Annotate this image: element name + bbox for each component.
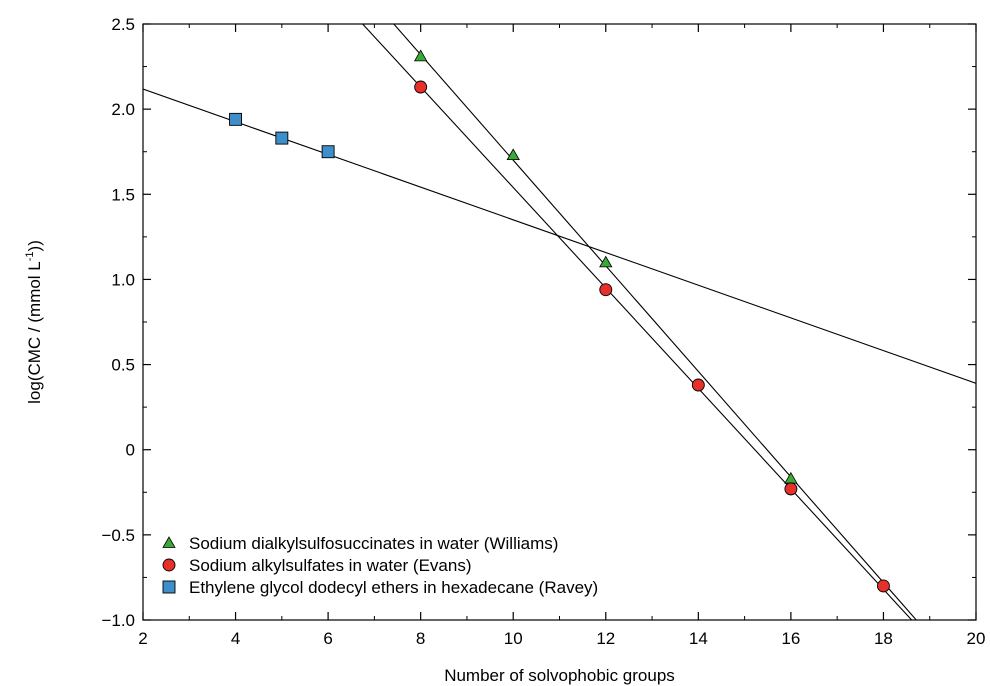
legend-marker-triangle	[162, 536, 176, 548]
x-tick-label: 2	[138, 629, 147, 648]
y-axis-label-tail: ))	[25, 240, 44, 251]
data-markers	[229, 49, 890, 593]
legend-label: Ethylene glycol dodecyl ethers in hexade…	[189, 578, 598, 597]
x-axis: 2 4 6 8 10 12 14 16 18 20	[138, 24, 985, 648]
y-tick-label: −1.0	[101, 611, 135, 630]
data-point-triangle	[784, 471, 798, 484]
x-tick-label: 20	[967, 629, 986, 648]
plot-frame	[142, 23, 977, 621]
x-tick-label: 6	[323, 629, 332, 648]
legend-label: Sodium dialkylsulfosuccinates in water (…	[189, 534, 558, 553]
x-tick-label: 14	[689, 629, 708, 648]
data-point-circle	[414, 80, 428, 94]
y-axis-label-main: log(CMC / (mmol L	[25, 261, 44, 404]
data-point-triangle	[506, 148, 520, 161]
fit-line	[393, 24, 918, 620]
y-tick-label: 0.5	[111, 356, 135, 375]
legend-marker-circle	[162, 558, 176, 572]
y-tick-label: 1.0	[111, 270, 135, 289]
x-tick-label: 12	[596, 629, 615, 648]
y-tick-label: 2.0	[111, 100, 135, 119]
data-point-circle	[691, 378, 705, 392]
data-point-triangle	[599, 255, 613, 268]
x-tick-label: 16	[781, 629, 800, 648]
x-axis-label: Number of solvophobic groups	[444, 666, 675, 685]
x-tick-label: 18	[874, 629, 893, 648]
data-point-circle	[784, 482, 798, 496]
data-point-square	[229, 112, 243, 126]
legend-marker-square	[162, 580, 176, 594]
x-tick-label: 8	[416, 629, 425, 648]
y-axis-label-superscript: -1	[24, 251, 36, 261]
fit-line	[361, 24, 913, 620]
data-point-circle	[599, 283, 613, 297]
legend-label: Sodium alkylsulfates in water (Evans)	[189, 556, 472, 575]
data-point-square	[275, 131, 289, 145]
data-point-circle	[876, 579, 890, 593]
data-point-square	[321, 145, 335, 159]
x-tick-label: 4	[231, 629, 240, 648]
y-tick-label: 1.5	[111, 185, 135, 204]
y-axis: 2.5 2.0 1.5 1.0 0.5 0 −0.5 −1.0	[101, 15, 976, 630]
x-tick-label: 10	[504, 629, 523, 648]
y-tick-label: −0.5	[101, 526, 135, 545]
data-point-triangle	[413, 49, 428, 62]
y-tick-label: 0	[126, 441, 135, 460]
fit-line	[143, 88, 976, 384]
legend: Sodium dialkylsulfosuccinates in water (…	[162, 534, 598, 597]
y-axis-label: log(CMC / (mmol L-1))	[24, 240, 44, 404]
y-tick-label: 2.5	[111, 15, 135, 34]
